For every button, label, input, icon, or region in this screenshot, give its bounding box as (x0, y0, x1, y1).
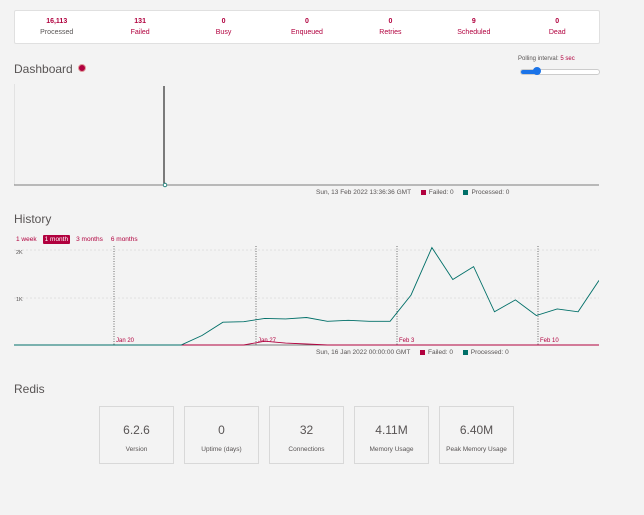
redis-stat-version: 6.2.6 Version (99, 406, 174, 464)
legend-processed: Processed: 0 (471, 189, 510, 196)
range-6-months[interactable]: 6 months (110, 236, 138, 243)
dashboard-title: Dashboard (14, 62, 86, 76)
legend-failed: Failed: 0 (428, 349, 453, 356)
stat-value: 0 (221, 18, 226, 25)
redis-stat-label: Connections (288, 446, 325, 453)
processed-swatch-icon (462, 349, 468, 355)
redis-stat-label: Version (125, 446, 148, 453)
stat-scheduled[interactable]: 9 Scheduled (432, 11, 515, 43)
y-tick-label: 2K (16, 250, 23, 256)
redis-stat-memory: 4.11M Memory Usage (354, 406, 429, 464)
stat-processed[interactable]: 16,113 Processed (15, 11, 98, 43)
stat-label: Enqueued (291, 29, 323, 36)
range-3-months[interactable]: 3 months (76, 236, 103, 243)
stat-busy[interactable]: 0 Busy (182, 11, 265, 43)
redis-stat-value: 32 (299, 423, 314, 437)
redis-stat-value: 4.11M (375, 423, 408, 437)
x-tick-label: Feb 3 (399, 338, 415, 344)
stat-label: Retries (379, 29, 402, 36)
legend-time: Sun, 16 Jan 2022 00:00:00 GMT (316, 349, 411, 356)
redis-title: Redis (14, 382, 45, 396)
redis-stat-peak-memory: 6.40M Peak Memory Usage (439, 406, 514, 464)
realtime-hover-point (162, 182, 168, 188)
summary-bar: 16,113 Processed 131 Failed 0 Busy 0 Enq… (14, 10, 600, 44)
polling-interval: Polling interval: 5 sec (518, 56, 575, 62)
legend-time: Sun, 13 Feb 2022 13:36:36 GMT (316, 189, 411, 196)
history-chart: 2K 1K Jan 20 Jan 27 Feb 3 Feb 10 (14, 246, 599, 346)
series-failed-line (14, 340, 599, 346)
stat-label: Busy (215, 29, 232, 36)
polling-slider[interactable] (520, 67, 600, 75)
legend-processed: Processed: 0 (470, 349, 509, 356)
stat-failed[interactable]: 131 Failed (98, 11, 181, 43)
failed-swatch-icon (420, 189, 426, 195)
redis-stat-value: 0 (218, 423, 225, 437)
stat-value: 9 (471, 18, 476, 25)
stat-value: 131 (134, 18, 146, 25)
polling-value: 5 sec (560, 56, 575, 62)
x-tick-label: Feb 10 (540, 338, 559, 344)
history-title: History (14, 212, 52, 226)
stat-value: 0 (305, 18, 309, 25)
beacon-dot-icon (77, 64, 86, 72)
stat-value: 0 (388, 18, 393, 25)
realtime-chart (14, 84, 599, 188)
dashboard-title-text: Dashboard (14, 62, 73, 76)
processed-swatch-icon (463, 189, 469, 195)
redis-stat-label: Uptime (days) (201, 446, 242, 453)
stat-label: Processed (40, 29, 74, 36)
stat-label: Dead (548, 29, 566, 36)
x-tick-label: Jan 20 (116, 338, 135, 344)
redis-stat-uptime: 0 Uptime (days) (184, 406, 259, 464)
redis-stat-value: 6.40M (459, 423, 494, 437)
realtime-legend: Sun, 13 Feb 2022 13:36:36 GMT Failed: 0 … (316, 189, 509, 196)
history-legend: Sun, 16 Jan 2022 00:00:00 GMT Failed: 0 … (316, 349, 509, 356)
history-range-selector: 1 week 1 month 3 months 6 months (14, 235, 144, 244)
range-1-month[interactable]: 1 month (42, 235, 71, 244)
slider-handle[interactable] (533, 67, 541, 75)
stat-enqueued[interactable]: 0 Enqueued (265, 11, 348, 43)
stat-value: 0 (555, 18, 560, 25)
redis-stat-value: 6.2.6 (123, 423, 150, 437)
polling-label: Polling interval: (518, 56, 559, 62)
y-tick-label: 1K (16, 297, 23, 303)
slider-fill (521, 70, 537, 74)
redis-stat-label: Memory Usage (369, 446, 414, 453)
stat-value: 16,113 (46, 18, 68, 25)
range-1-week[interactable]: 1 week (16, 236, 37, 243)
stat-retries[interactable]: 0 Retries (349, 11, 432, 43)
series-processed-line (14, 246, 599, 346)
redis-stat-label: Peak Memory Usage (446, 446, 507, 453)
stat-dead[interactable]: 0 Dead (516, 11, 599, 43)
failed-swatch-icon (420, 349, 426, 355)
legend-failed: Failed: 0 (428, 189, 454, 196)
redis-stat-connections: 32 Connections (269, 406, 344, 464)
stat-label: Failed (130, 29, 150, 36)
stat-label: Scheduled (457, 29, 491, 36)
